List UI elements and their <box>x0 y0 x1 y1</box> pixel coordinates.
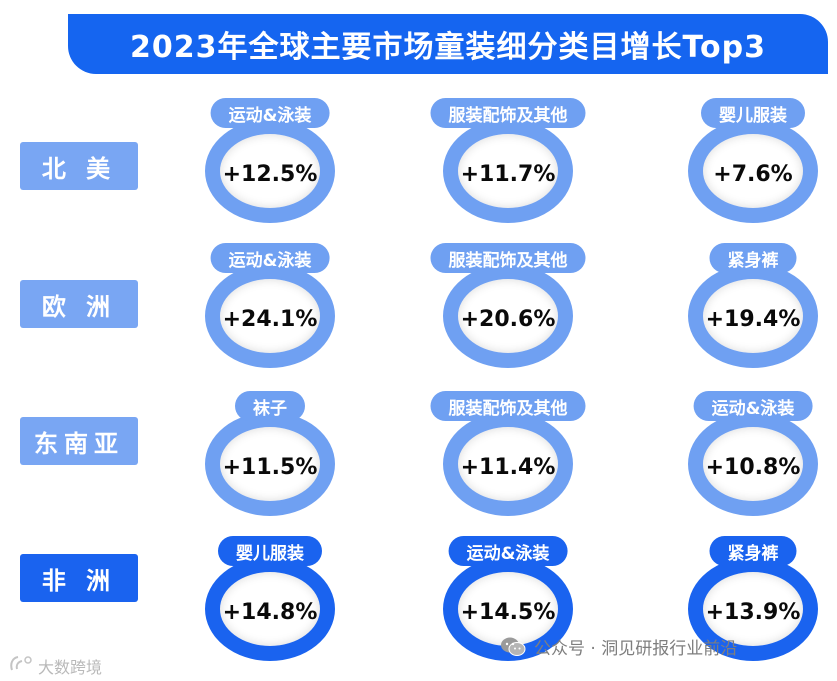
growth-value: +11.5% <box>222 454 318 480</box>
watermark-wechat: 公众号 · 洞见研报行业前沿 <box>500 634 737 659</box>
category-card: +19.4% 紧身裤 <box>683 243 823 368</box>
growth-ring: +20.6% <box>443 264 573 368</box>
category-card: +14.5% 运动&泳装 <box>438 536 578 661</box>
category-card: +20.6% 服装配饰及其他 <box>430 243 586 368</box>
category-label: 服装配饰及其他 <box>430 98 586 128</box>
growth-value: +10.8% <box>705 454 801 480</box>
category-card: +12.5% 运动&泳装 <box>200 98 340 223</box>
region-label-text: 北 美 <box>41 154 117 183</box>
category-label: 紧身裤 <box>709 243 797 273</box>
category-label: 运动&泳装 <box>210 98 330 128</box>
category-label: 袜子 <box>235 391 305 421</box>
title-banner: 2023年全球主要市场童装细分类目增长Top3 <box>68 14 828 74</box>
growth-ring: +7.6% <box>688 119 818 223</box>
watermark-brand-text: 大数跨境 <box>38 658 103 677</box>
category-card: +24.1% 运动&泳装 <box>200 243 340 368</box>
growth-value: +7.6% <box>713 161 793 187</box>
region-label-africa: 非 洲 <box>20 554 138 602</box>
category-card: +10.8% 运动&泳装 <box>683 391 823 516</box>
watermark-text: 公众号 · 洞见研报行业前沿 <box>534 639 738 659</box>
category-card: +7.6% 婴儿服装 <box>683 98 823 223</box>
growth-ring: +10.8% <box>688 412 818 516</box>
region-label-southeast-asia: 东南亚 <box>20 417 138 465</box>
category-card: +11.5% 袜子 <box>200 391 340 516</box>
growth-ring: +14.8% <box>205 557 335 661</box>
category-label: 紧身裤 <box>709 536 797 566</box>
category-card: +11.4% 服装配饰及其他 <box>430 391 586 516</box>
growth-ring: +24.1% <box>205 264 335 368</box>
growth-ring: +11.7% <box>443 119 573 223</box>
wechat-icon <box>500 636 526 658</box>
region-label-north-america: 北 美 <box>20 142 138 190</box>
category-label: 服装配饰及其他 <box>430 243 586 273</box>
category-card: +13.9% 紧身裤 <box>683 536 823 661</box>
category-label: 婴儿服装 <box>218 536 322 566</box>
growth-ring: +11.4% <box>443 412 573 516</box>
category-card: +14.8% 婴儿服装 <box>200 536 340 661</box>
growth-value: +13.9% <box>705 599 801 625</box>
category-label: 运动&泳装 <box>693 391 813 421</box>
region-label-text: 非 洲 <box>41 566 117 595</box>
growth-value: +20.6% <box>460 306 556 332</box>
growth-value: +11.7% <box>460 161 556 187</box>
growth-ring: +14.5% <box>443 557 573 661</box>
category-label: 服装配饰及其他 <box>430 391 586 421</box>
page-title: 2023年全球主要市场童装细分类目增长Top3 <box>130 30 766 65</box>
growth-value: +24.1% <box>222 306 318 332</box>
brand-logo-icon <box>8 654 34 678</box>
category-label: 运动&泳装 <box>448 536 568 566</box>
growth-value: +14.8% <box>222 599 318 625</box>
growth-ring: +12.5% <box>205 119 335 223</box>
growth-value: +11.4% <box>460 454 556 480</box>
category-card: +11.7% 服装配饰及其他 <box>430 98 586 223</box>
category-label: 运动&泳装 <box>210 243 330 273</box>
category-label: 婴儿服装 <box>701 98 805 128</box>
region-label-text: 欧 洲 <box>41 292 117 321</box>
growth-ring: +19.4% <box>688 264 818 368</box>
region-label-text: 东南亚 <box>34 429 124 458</box>
growth-value: +19.4% <box>705 306 801 332</box>
watermark-brand: 大数跨境 <box>8 654 102 678</box>
growth-value: +12.5% <box>222 161 318 187</box>
growth-ring: +11.5% <box>205 412 335 516</box>
region-label-europe: 欧 洲 <box>20 280 138 328</box>
growth-value: +14.5% <box>460 599 556 625</box>
